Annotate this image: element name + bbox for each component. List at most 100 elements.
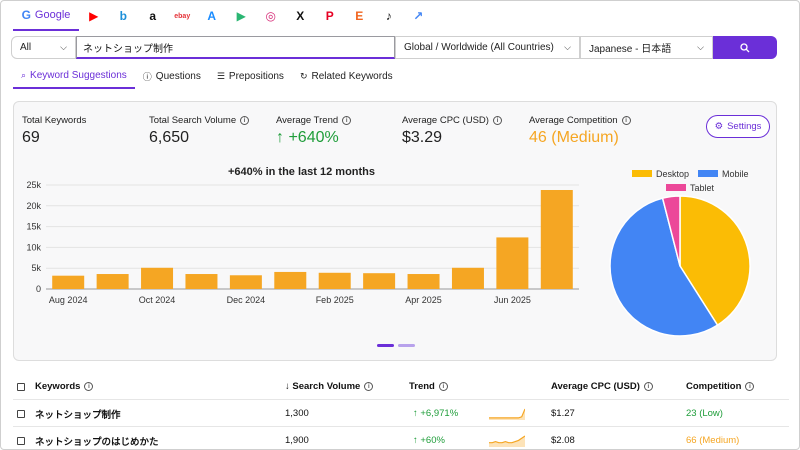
info-icon[interactable]: i <box>621 116 631 125</box>
info-icon[interactable]: i <box>364 382 374 391</box>
stat-value: $3.29 <box>402 129 443 146</box>
tab-pinterest[interactable]: P <box>315 1 345 31</box>
settings-button[interactable]: ⚙ Settings <box>706 115 770 138</box>
overview-panel: Total Keywords 69 Total Search Volume i 6… <box>13 101 777 361</box>
tab-trends[interactable]: ↗ <box>404 1 434 31</box>
result-tabs: ⌕ Keyword Suggestions ⓘ Questions ☰ Prep… <box>13 64 401 89</box>
legend-label[interactable]: Tablet <box>690 183 715 193</box>
legend-label[interactable]: Desktop <box>656 169 689 179</box>
keyword-cell[interactable]: ネットショップのはじめかた <box>35 436 159 448</box>
bar[interactable] <box>363 273 396 289</box>
chevron-down-icon: ⌵ <box>60 42 67 52</box>
youtube-icon: ▶ <box>89 9 99 23</box>
legend-swatch <box>632 170 652 177</box>
location-select[interactable]: Global / Worldwide (All Countries) ⌵ <box>395 36 580 59</box>
column-keywords[interactable]: Keywords <box>35 381 81 392</box>
language-select[interactable]: Japanese - 日本語 ⌵ <box>580 36 713 59</box>
bar[interactable] <box>185 274 218 289</box>
cpc-cell: $1.27 <box>551 408 575 419</box>
table-row[interactable]: ネットショップのはじめかた 1,900 ↑ +60% $2.08 66 (Med… <box>13 427 789 449</box>
stat-total-keywords: Total Keywords 69 <box>22 115 86 147</box>
amazon-icon: a <box>149 9 157 23</box>
tab-app-store[interactable]: A <box>197 1 227 31</box>
select-all-checkbox[interactable] <box>17 382 25 391</box>
info-icon[interactable]: i <box>240 116 250 125</box>
legend-swatch <box>698 170 718 177</box>
info-icon[interactable]: i <box>438 382 448 391</box>
tab-google-play[interactable]: ▶ <box>227 1 257 31</box>
tab-label: Keyword Suggestions <box>30 70 127 81</box>
row-checkbox[interactable] <box>17 436 25 445</box>
bar[interactable] <box>540 189 573 289</box>
legend-label[interactable]: Mobile <box>722 169 749 179</box>
bar[interactable] <box>407 274 440 289</box>
stat-label: Total Search Volume <box>149 115 237 126</box>
x-tick-label: Dec 2024 <box>227 295 266 305</box>
bar[interactable] <box>274 271 307 289</box>
engine-tabs: G Google ▶ b a ebay A ▶ ◎ X P E ♪ ↗ <box>13 1 433 31</box>
keyword-input-value: ネットショップ制作 <box>83 43 173 55</box>
tab-keyword-suggestions[interactable]: ⌕ Keyword Suggestions <box>13 64 135 89</box>
bar[interactable] <box>496 237 529 289</box>
sparkline-area <box>489 408 525 420</box>
x-tick-label: Aug 2024 <box>49 295 88 305</box>
pie-slice-mobile[interactable] <box>609 197 719 337</box>
tiktok-icon: ♪ <box>385 9 392 23</box>
stat-average-trend: Average Trend i ↑ +640% <box>276 115 352 147</box>
info-icon[interactable]: i <box>84 382 94 391</box>
pie-slice-tablet[interactable] <box>661 195 681 267</box>
y-tick-label: 0 <box>36 284 41 294</box>
tab-ebay[interactable]: ebay <box>168 1 198 31</box>
legend-swatch <box>666 184 686 191</box>
y-tick-label: 25k <box>26 180 41 190</box>
column-competition[interactable]: Competition <box>686 381 742 392</box>
refresh-icon: ↻ <box>299 71 308 81</box>
pagination-dot-active[interactable] <box>377 344 394 347</box>
trend-cell: ↑ +6,971% <box>413 408 459 419</box>
location-value: Global / Worldwide (All Countries) <box>404 42 554 53</box>
bar[interactable] <box>52 275 85 289</box>
info-icon[interactable]: i <box>492 116 502 125</box>
tab-tiktok[interactable]: ♪ <box>374 1 404 31</box>
tab-google[interactable]: G Google <box>13 1 79 31</box>
keyword-cell[interactable]: ネットショップ制作 <box>35 409 121 421</box>
pagination-dot[interactable] <box>398 344 415 347</box>
table-row[interactable]: ネットショップ制作 1,300 ↑ +6,971% $1.27 23 (Low) <box>13 400 789 427</box>
info-icon[interactable]: i <box>342 116 352 125</box>
competition-cell: 23 (Low) <box>686 408 723 419</box>
tab-questions[interactable]: ⓘ Questions <box>135 64 209 89</box>
bar[interactable] <box>141 267 174 289</box>
tab-bing[interactable]: b <box>109 1 139 31</box>
column-cpc[interactable]: Average CPC (USD) <box>551 381 640 392</box>
tab-youtube[interactable]: ▶ <box>79 1 109 31</box>
bar[interactable] <box>96 274 129 289</box>
row-checkbox[interactable] <box>17 409 25 418</box>
tab-label: Related Keywords <box>311 71 393 82</box>
bar[interactable] <box>229 275 262 289</box>
column-search-volume[interactable]: ↓ Search Volume <box>285 381 361 392</box>
tab-prepositions[interactable]: ☰ Prepositions <box>209 64 292 89</box>
tab-instagram[interactable]: ◎ <box>256 1 286 31</box>
stat-label: Average Trend <box>276 115 339 126</box>
search-button[interactable] <box>713 36 777 59</box>
language-value: Japanese - 日本語 <box>589 44 672 55</box>
bar[interactable] <box>318 272 351 289</box>
keyword-input[interactable]: ネットショップ制作 <box>76 36 395 59</box>
ebay-icon: ebay <box>174 12 191 20</box>
tab-related-keywords[interactable]: ↻ Related Keywords <box>292 64 401 89</box>
tab-x[interactable]: X <box>286 1 316 31</box>
info-icon[interactable]: i <box>643 382 653 391</box>
bar[interactable] <box>451 267 484 289</box>
tab-amazon[interactable]: a <box>138 1 168 31</box>
info-icon[interactable]: i <box>745 382 755 391</box>
y-tick-label: 5k <box>31 263 41 273</box>
column-trend[interactable]: Trend <box>409 381 435 392</box>
chart-title: +640% in the last 12 months <box>227 166 376 178</box>
trend-sparkline <box>489 408 525 420</box>
trend-cell: ↑ +60% <box>413 435 445 446</box>
tab-etsy[interactable]: E <box>345 1 375 31</box>
tab-label: Questions <box>155 71 201 82</box>
chevron-down-icon: ⌵ <box>564 42 571 52</box>
search-type-select[interactable]: All ⌵ <box>11 36 76 59</box>
x-tick-label: Feb 2025 <box>316 295 354 305</box>
